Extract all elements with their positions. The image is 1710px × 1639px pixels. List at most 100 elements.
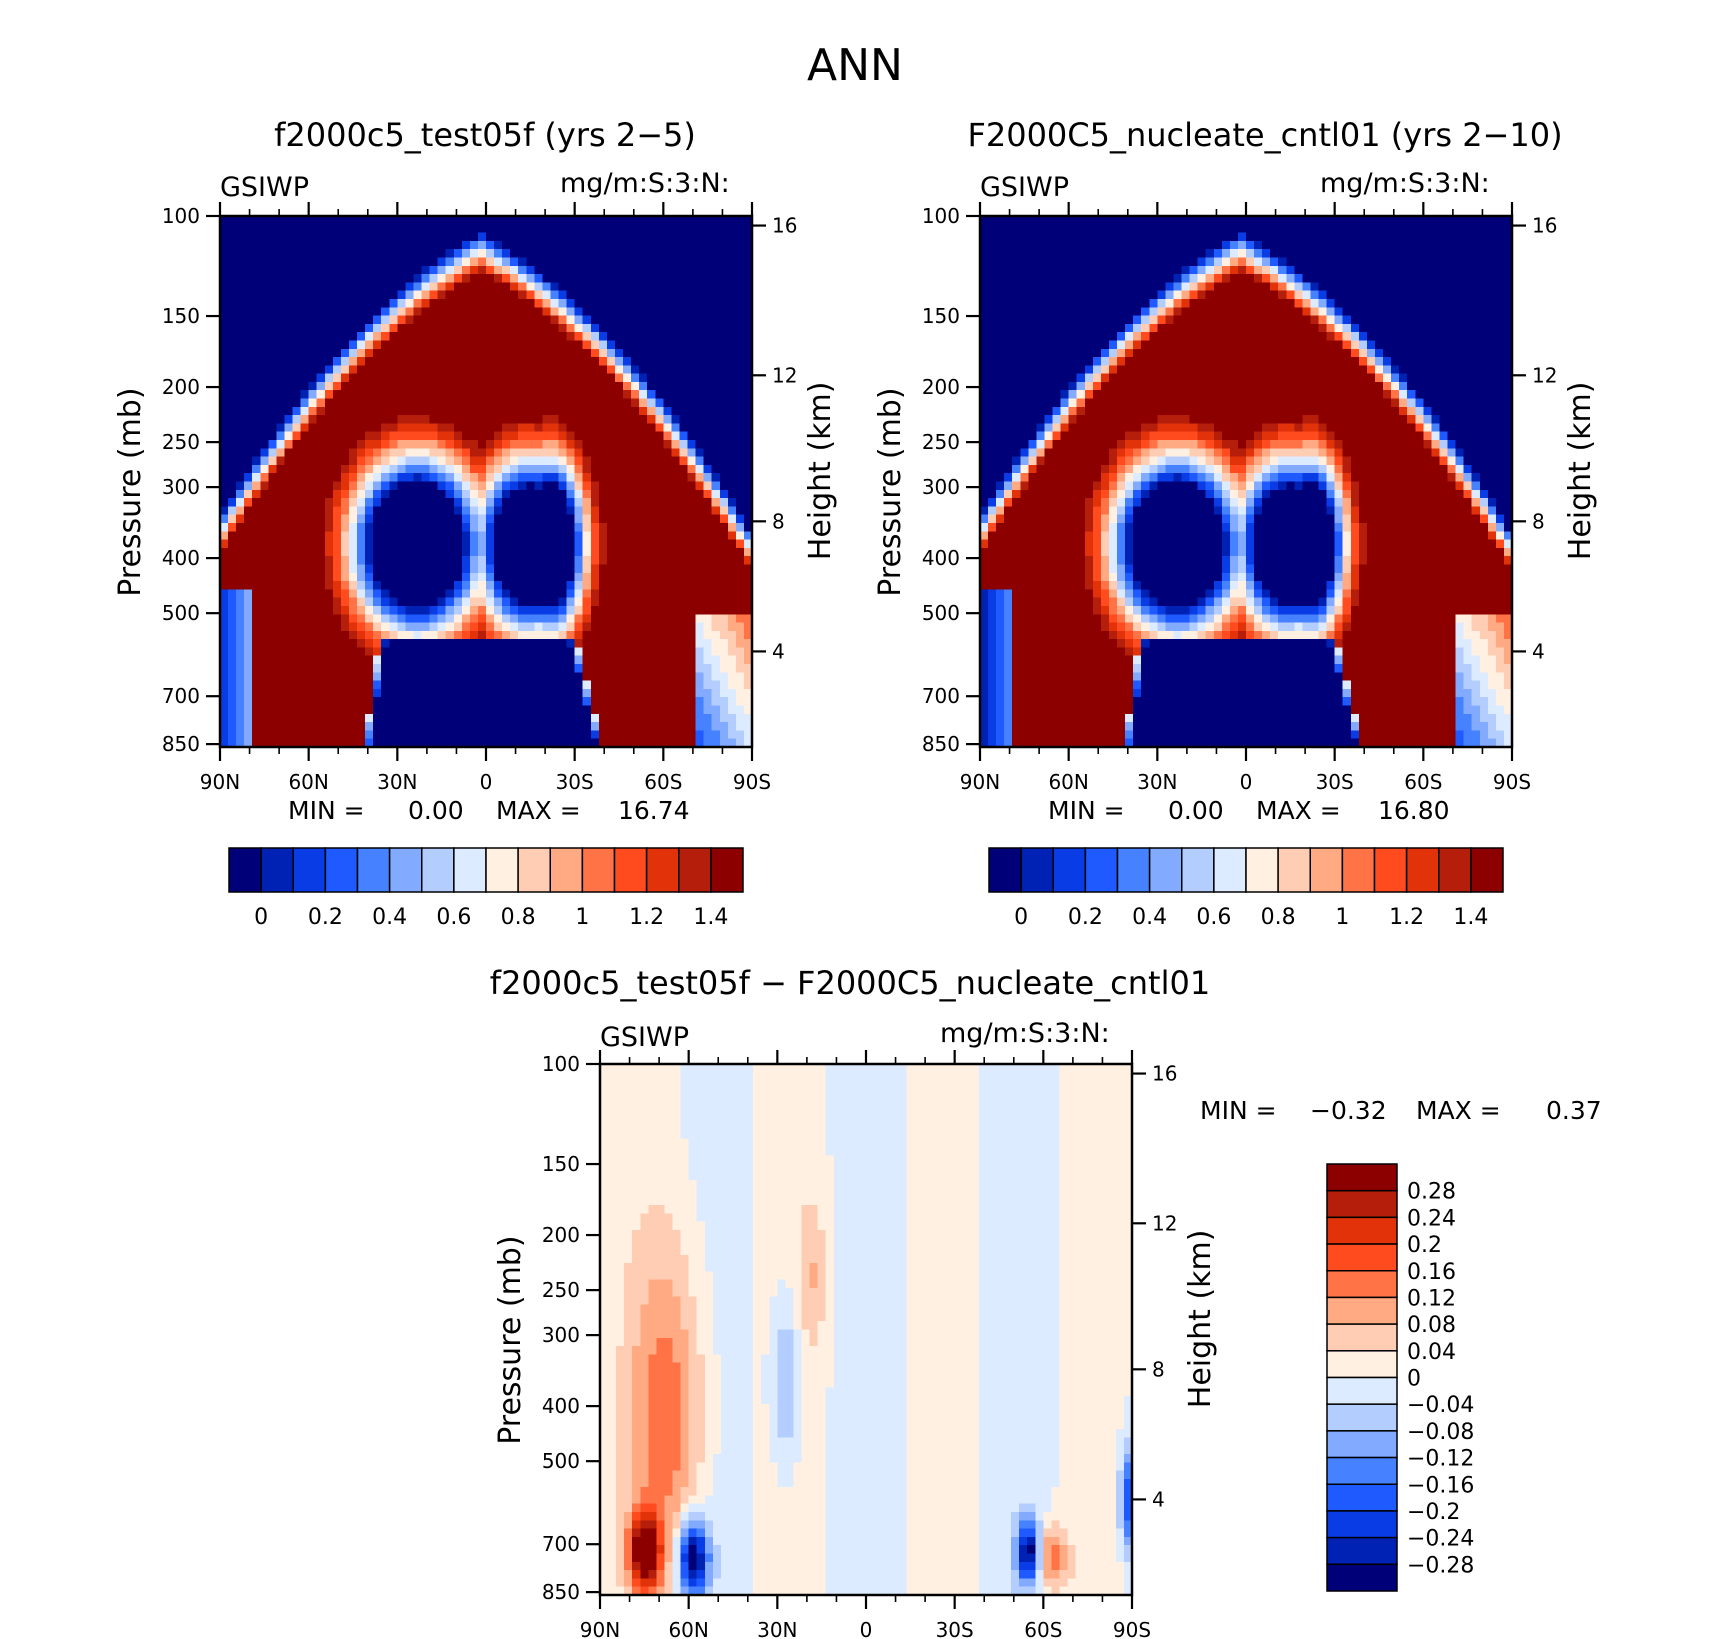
test-cell: [381, 257, 390, 267]
test-cell: [510, 340, 519, 350]
test-cell: [276, 232, 286, 242]
test-cell: [703, 249, 713, 259]
test-cell: [623, 423, 632, 433]
test-cell: [292, 655, 302, 665]
test-colorbar-box: [645, 847, 680, 893]
test-cell: [695, 498, 705, 507]
test-cell: [679, 415, 689, 425]
cntl-cell: [1012, 216, 1021, 225]
cntl-cell: [1334, 232, 1344, 242]
test-cell: [679, 531, 689, 541]
test-cell: [743, 597, 753, 607]
test-cell: [582, 664, 592, 673]
test-cell: [381, 290, 390, 300]
test-cell: [558, 564, 568, 574]
test-cell: [566, 705, 576, 715]
cntl-cell: [1479, 265, 1489, 275]
test-cell: [566, 265, 576, 275]
test-cell: [332, 298, 342, 308]
test-cell: [695, 332, 705, 342]
test-cell: [534, 722, 544, 732]
test-cell: [469, 688, 479, 698]
test-cell: [623, 705, 632, 715]
test-cell: [502, 456, 511, 466]
test-cell: [453, 307, 463, 317]
cntl-cell: [1028, 232, 1038, 242]
test-cell: [574, 655, 584, 665]
test-cell: [598, 315, 608, 325]
test-ytick-label: 850: [162, 732, 200, 756]
test-cell: [518, 722, 527, 732]
test-cell: [469, 224, 479, 234]
test-cell: [631, 249, 640, 259]
test-cell: [381, 664, 390, 673]
test-cell: [228, 348, 237, 358]
test-colorbar-box: [421, 847, 455, 893]
test-cell: [469, 722, 479, 732]
test-cell: [421, 348, 431, 358]
test-cell: [486, 697, 495, 707]
test-cell: [437, 614, 447, 624]
test-cell: [623, 473, 632, 483]
test-cell: [679, 440, 689, 449]
test-cell: [236, 290, 245, 300]
test-cell: [631, 630, 640, 640]
test-cell: [614, 498, 624, 507]
test-cell: [405, 539, 415, 549]
test-cell: [308, 647, 318, 657]
test-cell: [236, 705, 245, 715]
test-cell: [421, 265, 431, 275]
test-cell: [308, 423, 318, 433]
test-cell: [405, 298, 415, 308]
test-cell: [574, 522, 584, 532]
test-cell: [542, 373, 552, 383]
test-cell: [348, 481, 358, 491]
test-cell: [671, 498, 681, 507]
test-cell: [687, 664, 697, 673]
test-cell: [614, 713, 624, 723]
test-cell: [324, 423, 334, 433]
test-cell: [727, 473, 737, 483]
test-cell: [292, 738, 302, 748]
cntl-cell: [1165, 224, 1175, 234]
cntl-cell: [1407, 282, 1416, 292]
test-cell: [510, 522, 519, 532]
test-cell: [614, 373, 624, 383]
test-cell: [719, 390, 729, 400]
test-cell: [727, 664, 737, 673]
test-cell: [477, 622, 487, 632]
test-cell: [324, 630, 334, 640]
test-cell: [220, 381, 229, 391]
test-cell: [695, 664, 705, 673]
test-cell: [316, 290, 326, 300]
test-cell: [357, 431, 366, 441]
cntl-cell: [1100, 282, 1110, 292]
test-cell: [711, 539, 721, 549]
test-cell: [711, 713, 721, 723]
test-cell: [477, 539, 487, 549]
test-cell: [606, 315, 616, 325]
test-cell: [703, 381, 713, 391]
test-cell: [228, 290, 237, 300]
test-cell: [647, 522, 656, 532]
test-cell: [244, 473, 253, 483]
cntl-cell: [1221, 274, 1231, 283]
test-cell: [647, 531, 656, 541]
test-cell: [292, 664, 302, 673]
test-cell: [695, 713, 705, 723]
test-cell: [284, 481, 294, 491]
test-cell: [437, 647, 447, 657]
test-cell: [292, 639, 302, 649]
test-cell: [252, 647, 261, 657]
test-cell: [324, 431, 334, 441]
test-cell: [421, 481, 431, 491]
test-cell: [445, 655, 455, 665]
test-cell: [260, 664, 269, 673]
test-cell: [743, 672, 753, 682]
test-cell: [236, 315, 245, 325]
test-cell: [598, 423, 608, 433]
test-cell: [542, 282, 552, 292]
test-cell: [526, 639, 535, 649]
test-cell: [623, 713, 632, 723]
